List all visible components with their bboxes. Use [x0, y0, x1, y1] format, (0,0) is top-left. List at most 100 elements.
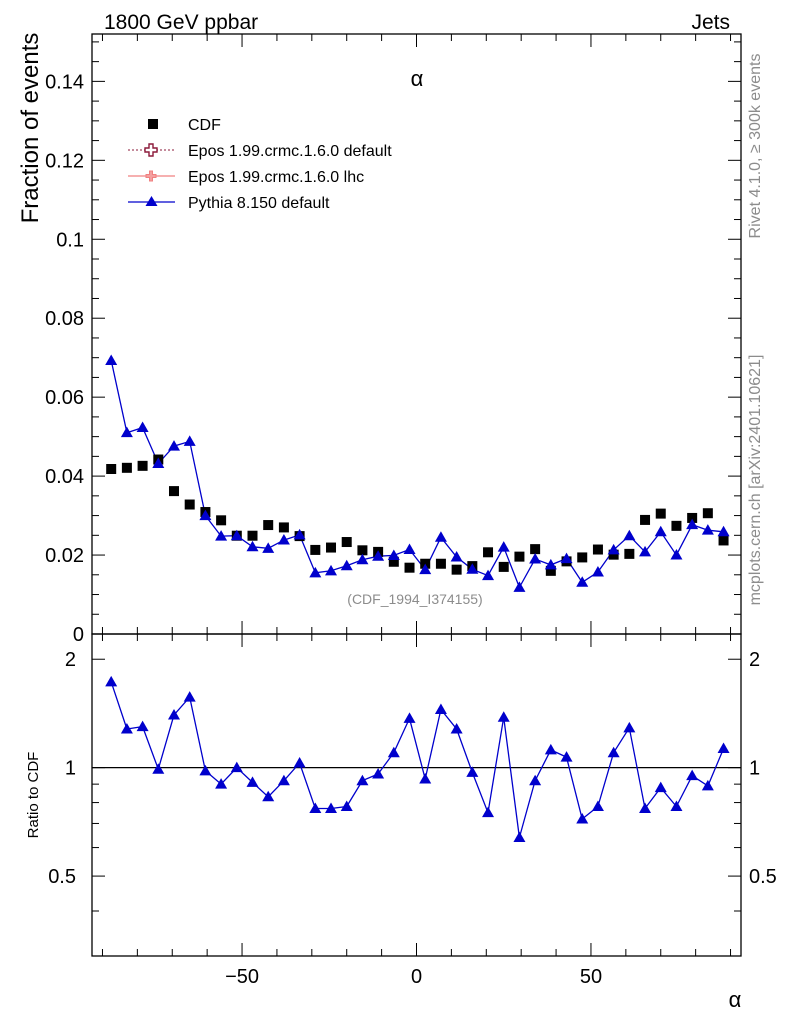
pythia-point — [309, 566, 322, 578]
x-tick-label: −50 — [225, 966, 259, 988]
pythia-point — [482, 569, 495, 581]
main-y-tick-label: 0 — [73, 624, 84, 646]
ratio-point — [403, 712, 416, 723]
ratio-point — [167, 709, 180, 720]
x-axis-label: α — [729, 987, 742, 1012]
ratio-point — [356, 774, 369, 786]
legend-entry-pythia: Pythia 8.150 default — [128, 195, 330, 212]
ratio-point — [482, 806, 495, 818]
pythia-point — [105, 354, 118, 365]
ratio-point — [105, 675, 118, 687]
cdf-point — [530, 544, 541, 555]
cdf-point — [216, 515, 227, 526]
cdf-point — [247, 530, 258, 541]
header-left: 1800 GeV ppbar — [104, 11, 258, 34]
pythia-point — [717, 525, 730, 537]
pythia-point — [356, 553, 369, 565]
ratio-point — [591, 800, 604, 812]
pythia-point — [544, 558, 557, 570]
cdf-point — [514, 551, 525, 562]
pythia-point — [387, 549, 400, 560]
ratio-point — [152, 763, 165, 774]
pythia-point — [152, 457, 165, 468]
main-y-tick-label: 0.1 — [56, 229, 84, 251]
main-y-axis-label: Fraction of events — [17, 33, 44, 224]
cdf-point — [388, 556, 399, 567]
pythia-point — [262, 542, 275, 553]
cdf-point — [278, 522, 289, 533]
pythia-point — [419, 563, 432, 575]
ratio-point — [434, 703, 447, 715]
pythia-point — [215, 530, 228, 541]
ratio-point — [277, 774, 290, 786]
cdf-point — [326, 542, 337, 553]
pythia-point — [230, 529, 243, 541]
ratio-point — [497, 711, 510, 722]
ratio-line — [110, 681, 725, 838]
ratio-point — [670, 800, 683, 812]
ratio-point — [686, 769, 699, 781]
cdf-point — [687, 512, 698, 523]
pythia-point — [670, 549, 683, 560]
pythia-point — [701, 524, 714, 535]
pythia-point — [513, 581, 526, 592]
cdf-point — [168, 486, 179, 497]
ratio-point — [513, 831, 526, 842]
ratio-point — [607, 746, 620, 758]
pythia-point — [497, 541, 510, 552]
pythia-point — [183, 435, 196, 446]
legend: CDF Epos 1.99.crmc.1.6.0 default Epos 1.… — [128, 117, 392, 212]
pythia-point — [529, 553, 542, 564]
ratio-point — [372, 768, 385, 779]
ratio-point — [701, 779, 714, 791]
cdf-point — [498, 561, 509, 572]
cdf-point — [655, 508, 666, 519]
pythia-point — [136, 421, 149, 433]
ratio-point — [450, 723, 463, 734]
legend-cross-marker — [145, 170, 157, 182]
ratio-point — [529, 774, 542, 786]
pythia-point — [246, 540, 259, 552]
pythia-point — [639, 545, 652, 557]
ratio-point — [340, 800, 353, 812]
cdf-point — [608, 549, 619, 560]
ratio-point — [246, 776, 259, 787]
ratio-point — [309, 802, 322, 814]
pythia-line — [110, 360, 724, 589]
cdf-point — [137, 460, 148, 471]
side-label-mcplots: mcplots.cern.ch [arXiv:2401.10621] — [747, 355, 764, 606]
legend-entry-epos-lhc: Epos 1.99.crmc.1.6.0 lhc — [128, 169, 364, 186]
cdf-point — [310, 544, 321, 555]
ratio-point — [293, 757, 306, 768]
legend-label-pythia: Pythia 8.150 default — [188, 195, 330, 212]
main-y-tick-label: 0.04 — [45, 466, 84, 488]
pythia-point — [277, 534, 290, 545]
ratio-point — [466, 766, 479, 777]
main-y-tick-label: 0.08 — [45, 308, 84, 330]
cdf-point — [592, 544, 603, 555]
ratio-point — [183, 691, 196, 702]
legend-triangle-marker — [145, 196, 158, 206]
ratio-point — [262, 790, 275, 802]
ratio-point — [199, 764, 212, 776]
ratio-point — [325, 802, 338, 814]
cdf-point — [184, 499, 195, 510]
pythia-point — [607, 543, 620, 555]
pythia-point — [340, 559, 353, 571]
pythia-point — [293, 528, 306, 540]
cdf-point — [483, 547, 494, 558]
pythia-point — [466, 563, 479, 574]
cdf-point — [702, 508, 713, 519]
legend-entry-cdf: CDF — [148, 117, 221, 134]
main-y-tick-label: 0.12 — [45, 150, 84, 172]
cdf-point — [545, 565, 556, 576]
ratio-point — [120, 723, 133, 734]
pythia-point — [654, 525, 667, 537]
ratio-point — [639, 802, 652, 814]
ratio-y-tick-label-right: 0.5 — [749, 866, 777, 888]
x-tick-label: 50 — [580, 966, 602, 988]
legend-label-cdf: CDF — [188, 117, 221, 134]
ratio-point — [215, 778, 228, 789]
ratio-point — [544, 743, 557, 755]
